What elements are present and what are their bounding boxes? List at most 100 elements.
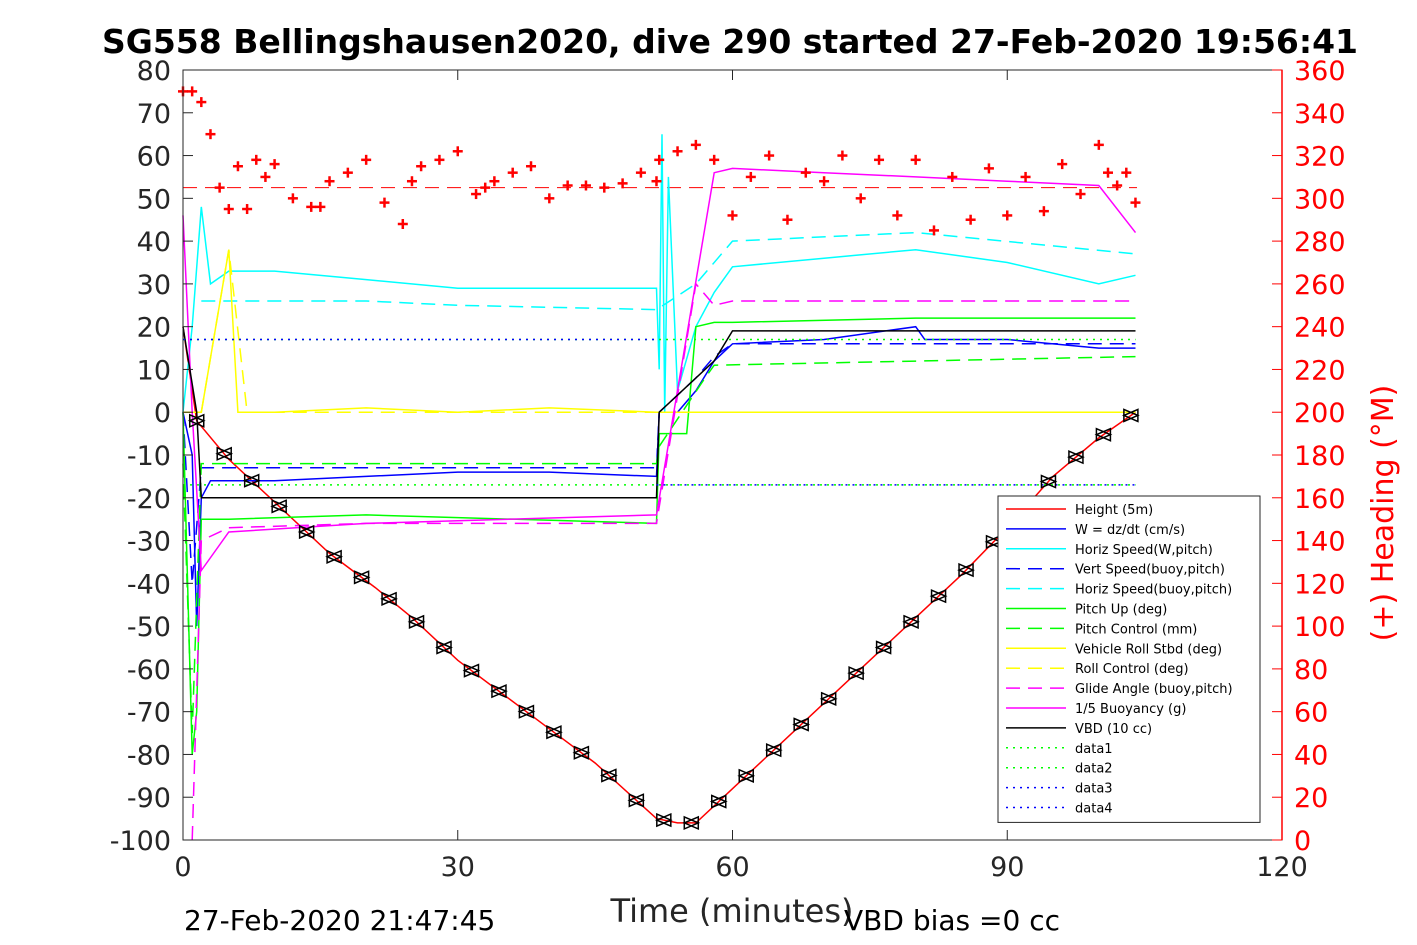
legend-label: data2 [1075,762,1113,777]
y-tick-label-right: 220 [1294,355,1346,386]
dive-marker [215,446,234,461]
axes-layer: 0 30 60 90 12080706050403020100-10-20-30-40-… [110,56,1346,883]
legend-label: data1 [1075,742,1113,757]
legend-label: Pitch Control (mm) [1075,622,1197,637]
dive-marker [709,794,728,809]
y-tick-label-left: -90 [127,783,171,814]
dive-marker [1094,427,1113,442]
x-tick-label: 30 [441,852,475,883]
y-tick-label-right: 60 [1294,698,1328,729]
y-tick-label-right: 120 [1294,569,1346,600]
heading-point [800,167,811,178]
y-tick-label-right: 140 [1294,527,1346,558]
heading-point [260,171,271,182]
heading-point [617,178,628,189]
dive-marker [1039,474,1058,489]
y-tick-label-right: 200 [1294,398,1346,429]
legend-label: Roll Control (deg) [1075,662,1189,677]
heading-point [416,161,427,172]
heading-point [1038,206,1049,217]
y-tick-label-right: 240 [1294,313,1346,344]
heading-point [580,180,591,191]
heading-point [507,167,518,178]
heading-point [242,204,253,215]
dive-marker [764,743,783,758]
y-tick-label-left: 0 [154,398,171,429]
y-tick-label-right: 80 [1294,655,1328,686]
heading-point [489,176,500,187]
heading-point [205,129,216,140]
dive-marker [572,745,591,760]
heading-point [709,154,720,165]
legend-entry: data2 [1006,762,1113,777]
heading-point [223,204,234,215]
legend-label: Horiz Speed(W,pitch) [1075,543,1213,558]
heading-point [727,210,738,221]
dive-marker [297,524,316,540]
heading-point [672,146,683,157]
y-tick-label-right: 40 [1294,740,1328,771]
chart-title: SG558 Bellingshausen2020, dive 290 start… [102,22,1358,61]
dive-marker [792,717,811,732]
legend-entry: data1 [1006,742,1113,757]
heading-point [1130,197,1141,208]
legend-entry: data3 [1006,782,1113,797]
y-tick-label-left: -100 [110,826,171,857]
series-line-10 [182,167,1137,573]
y-axis-right-label: (+) Heading (°M) [1366,385,1401,642]
heading-point [947,171,958,182]
heading-point [651,176,662,187]
dive-marker [407,614,426,629]
series-line-2 [182,134,1136,413]
dive-marker [1121,408,1140,423]
y-tick-label-left: 20 [137,313,171,344]
y-tick-label-right: 180 [1294,441,1346,472]
heading-point [1102,167,1113,178]
heading-point [342,167,353,178]
dive-marker [462,663,481,678]
heading-point [379,197,390,208]
heading-point [635,167,646,178]
legend-entry: data4 [1006,802,1113,817]
legend-label: data4 [1075,802,1113,817]
x-tick-label: 90 [990,852,1024,883]
series-line-7 [183,249,1136,413]
y-tick-label-left: -20 [127,484,171,515]
legend-label: Vehicle Roll Stbd (deg) [1075,642,1222,657]
dive-marker [957,562,975,578]
dive-marker [270,499,289,514]
y-tick-label-left: -60 [127,655,171,686]
y-tick-label-left: -70 [127,698,171,729]
heading-point [471,189,482,200]
y-tick-label-left: 70 [137,99,171,130]
dive-marker [599,768,618,783]
legend-label: VBD (10 cc) [1075,722,1152,737]
heading-point [1112,180,1123,191]
dive-marker [435,640,453,655]
y-tick-label-right: 340 [1294,99,1346,130]
heading-point [269,159,280,170]
series-line-8 [200,249,1136,413]
y-tick-label-right: 100 [1294,612,1346,643]
heading-point [1020,171,1031,182]
y-tick-label-right: 0 [1294,826,1311,857]
heading-point [855,193,866,204]
dive-marker [737,768,756,783]
dive-marker [847,666,866,681]
legend-entry: Vert Speed(buoy,pitch) [1006,563,1225,578]
y-tick-label-left: 60 [137,142,171,173]
heading-point [397,219,408,229]
heading-point [1121,167,1132,178]
dive-marker [1067,450,1085,465]
heading-point [434,154,445,165]
dive-marker [545,725,563,740]
y-tick-label-left: -50 [127,612,171,643]
heading-point [1057,159,1068,170]
legend-entry: Horiz Speed(buoy,pitch) [1006,583,1232,598]
series-line-9 [191,282,1136,841]
y-tick-label-left: 80 [137,56,171,87]
dive-marker [242,473,261,488]
dive-markers-layer [187,408,1140,831]
dive-marker [819,691,838,706]
heading-point [910,154,921,165]
